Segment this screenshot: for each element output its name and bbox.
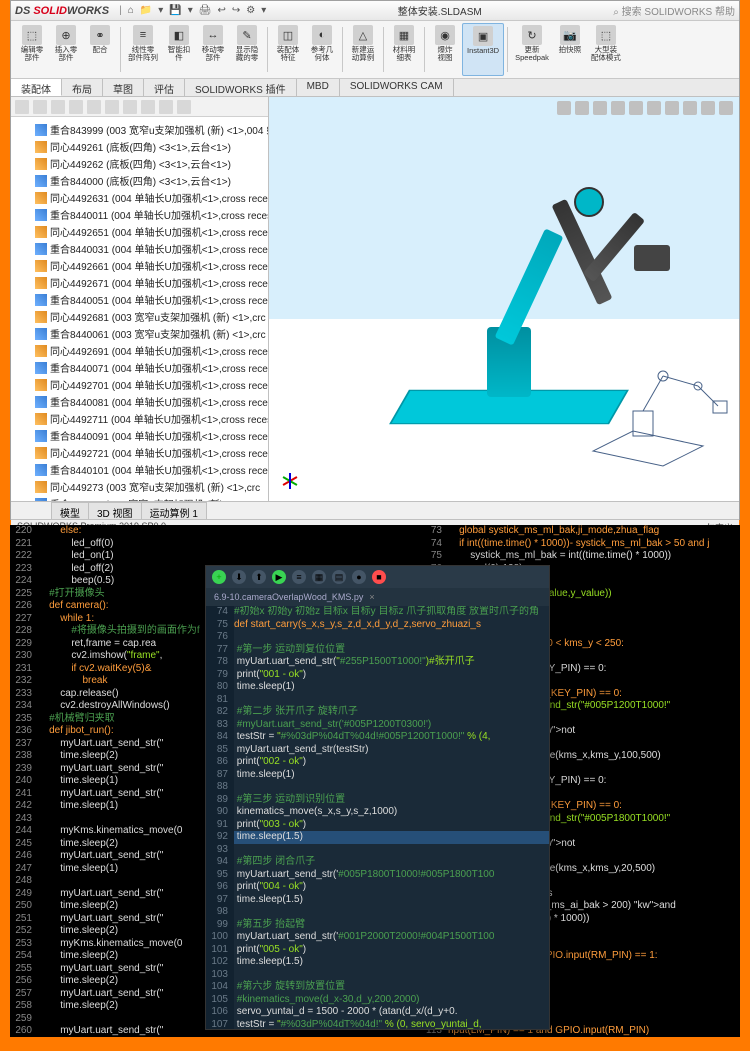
qat-button[interactable]: ▾: [158, 5, 163, 16]
view-tab[interactable]: 模型: [51, 502, 89, 519]
qat-button[interactable]: ⚙: [246, 5, 255, 16]
qat-button[interactable]: ▾: [188, 5, 193, 16]
ribbon-button[interactable]: ↔移动零 部件: [196, 23, 230, 76]
ribbon-button[interactable]: ↻更新 Speedpak: [511, 23, 553, 76]
ribbon-button[interactable]: ◉爆炸 视图: [428, 23, 462, 76]
ribbon-tab[interactable]: SOLIDWORKS CAM: [340, 79, 454, 96]
ribbon: ⬚编辑零 部件⊕插入零 部件⚭配合≡线性零 部件阵列◧智能扣 件↔移动零 部件✎…: [11, 21, 739, 79]
tree-item[interactable]: 同心4492691 (004 单轴长U加强机<1>,cross recess: [13, 342, 266, 359]
tree-item[interactable]: 同心4492651 (004 单轴长U加强机<1>,cross recess: [13, 223, 266, 240]
ribbon-button[interactable]: ◐参考几 何体: [305, 23, 339, 76]
ribbon-button[interactable]: ⚭配合: [83, 23, 117, 76]
tree-item[interactable]: 同心4492661 (004 单轴长U加强机<1>,cross recess: [13, 257, 266, 274]
ribbon-button[interactable]: ◫装配体 特征: [271, 23, 305, 76]
tree-item[interactable]: 重合8440101 (004 单轴长U加强机<1>,cross recess: [13, 461, 266, 478]
tree-item[interactable]: 同心449261 (底板(四角) <3<1>,云台<1>): [13, 138, 266, 155]
ribbon-tabs[interactable]: 装配体布局草图评估SOLIDWORKS 插件MBDSOLIDWORKS CAM: [11, 79, 739, 97]
tree-item[interactable]: 重合8440091 (004 单轴长U加强机<1>,cross recess: [13, 427, 266, 444]
ribbon-tab[interactable]: SOLIDWORKS 插件: [185, 79, 297, 96]
ribbon-tab[interactable]: MBD: [297, 79, 340, 96]
app-logo: DS SOLIDWORKS: [15, 5, 109, 17]
tree-item[interactable]: 同心4492711 (004 单轴长U加强机<1>,cross recess: [13, 410, 266, 427]
viewport[interactable]: [269, 97, 739, 501]
tool2-icon[interactable]: ▤: [332, 570, 346, 584]
tree-item[interactable]: 重合844011 (003 宽窄u支架加强机 (新) <1>,crc: [13, 495, 266, 501]
new-file-icon[interactable]: +: [212, 570, 226, 584]
qat-button[interactable]: ↪: [232, 5, 240, 16]
tree-item[interactable]: 重合8440031 (004 单轴长U加强机<1>,cross recess: [13, 240, 266, 257]
tree-item[interactable]: 重合8440011 (004 单轴长U加强机<1>,cross recess: [13, 206, 266, 223]
ribbon-button[interactable]: ⊕插入零 部件: [49, 23, 83, 76]
feature-tree[interactable]: 重合843999 (003 宽窄u支架加强机 (新) <1>,004 §同心44…: [11, 117, 268, 501]
tree-item[interactable]: 同心4492701 (004 单轴长U加强机<1>,cross recess: [13, 376, 266, 393]
feature-manager-toolbar[interactable]: [11, 97, 268, 117]
viewport-toolbar[interactable]: [557, 101, 733, 115]
tree-item[interactable]: 重合8440081 (004 单轴长U加强机<1>,cross recess: [13, 393, 266, 410]
ribbon-tab[interactable]: 布局: [62, 79, 103, 96]
ribbon-tab[interactable]: 装配体: [11, 79, 62, 96]
ribbon-button[interactable]: 📷拍快照: [553, 23, 587, 76]
qat-button[interactable]: ↩: [217, 5, 225, 16]
ribbon-button[interactable]: ✎显示隐 藏的零: [230, 23, 264, 76]
tree-item[interactable]: 重合8440071 (004 单轴长U加强机<1>,cross recess: [13, 359, 266, 376]
overlay-toolbar[interactable]: + ⬇ ⬆ ▶ ≡ ▦ ▤ ● ■: [206, 566, 549, 588]
document-title: 整体安装.SLDASM: [266, 3, 613, 18]
upload-icon[interactable]: ⬆: [252, 570, 266, 584]
editor-overlay-window[interactable]: + ⬇ ⬆ ▶ ≡ ▦ ▤ ● ■ 6.9-10.cameraOverlapWo…: [205, 565, 550, 1030]
qat-button[interactable]: 💾: [169, 5, 181, 16]
ribbon-tab[interactable]: 草图: [103, 79, 144, 96]
qat-button[interactable]: 🖨: [199, 5, 212, 16]
ribbon-button[interactable]: ⬚大型装 配体模式: [587, 23, 625, 76]
tree-item[interactable]: 同心4492671 (004 单轴长U加强机<1>,cross recess: [13, 274, 266, 291]
tree-item[interactable]: 同心4492631 (004 单轴长U加强机<1>,cross recess: [13, 189, 266, 206]
stop-icon[interactable]: ■: [372, 570, 386, 584]
code-editor-panel: 220 else:221 led_off(0)222 led_on(1)223 …: [10, 525, 740, 1037]
tree-item[interactable]: 同心449262 (底板(四角) <3<1>,云台<1>): [13, 155, 266, 172]
qat-button[interactable]: ⌂: [128, 5, 134, 16]
ribbon-button[interactable]: ⬚编辑零 部件: [15, 23, 49, 76]
code-left: 220 else:221 led_off(0)222 led_on(1)223 …: [10, 525, 210, 1037]
ribbon-button[interactable]: ▦材料明 细表: [387, 23, 421, 76]
qat-button[interactable]: 📁: [140, 5, 152, 16]
help-search[interactable]: ⌕ 搜索 SOLIDWORKS 帮助: [613, 3, 735, 18]
feature-manager-panel: 重合843999 (003 宽窄u支架加强机 (新) <1>,004 §同心44…: [11, 97, 269, 501]
overlay-code[interactable]: 74#初始x 初始y 初始z 目标x 目标y 目标z 爪子抓取角度 放置时爪子的…: [206, 606, 549, 1029]
tree-item[interactable]: 重合8440051 (004 单轴长U加强机<1>,cross recess: [13, 291, 266, 308]
file-tab[interactable]: 6.9-10.cameraOverlapWood_KMS.py×: [206, 588, 549, 606]
title-bar: DS SOLIDWORKS | ⌂📁▾💾▾🖨↩↪⚙▾ 整体安装.SLDASM ⌕…: [11, 1, 739, 21]
ribbon-button[interactable]: ≡线性零 部件阵列: [124, 23, 162, 76]
tree-item[interactable]: 同心4492681 (003 宽窄u支架加强机 (新) <1>,crc: [13, 308, 266, 325]
tool-icon[interactable]: ▦: [312, 570, 326, 584]
run-icon[interactable]: ▶: [272, 570, 286, 584]
view-tabs[interactable]: 模型3D 视图运动算例 1: [11, 501, 739, 519]
save-icon[interactable]: ⬇: [232, 570, 246, 584]
axis-triad-icon: [277, 459, 307, 489]
tree-item[interactable]: 同心4492721 (004 单轴长U加强机<1>,cross recess: [13, 444, 266, 461]
record-icon[interactable]: ●: [352, 570, 366, 584]
close-icon[interactable]: ×: [369, 592, 374, 602]
tree-item[interactable]: 同心449273 (003 宽窄u支架加强机 (新) <1>,crc: [13, 478, 266, 495]
quick-access-toolbar[interactable]: ⌂📁▾💾▾🖨↩↪⚙▾: [128, 5, 267, 16]
step-icon[interactable]: ≡: [292, 570, 306, 584]
tree-item[interactable]: 重合843999 (003 宽窄u支架加强机 (新) <1>,004 §: [13, 121, 266, 138]
view-tab[interactable]: 运动算例 1: [141, 502, 207, 519]
ribbon-tab[interactable]: 评估: [144, 79, 185, 96]
ribbon-button[interactable]: △新建运 动算例: [346, 23, 380, 76]
ribbon-button[interactable]: ◧智能扣 件: [162, 23, 196, 76]
tree-item[interactable]: 重合8440061 (003 宽窄u支架加强机 (新) <1>,crc: [13, 325, 266, 342]
wireframe-preview: [573, 351, 733, 471]
tree-item[interactable]: 重合844000 (底板(四角) <3<1>,云台<1>): [13, 172, 266, 189]
ribbon-button[interactable]: ▣Instant3D: [462, 23, 504, 76]
view-tab[interactable]: 3D 视图: [88, 502, 142, 519]
solidworks-window: DS SOLIDWORKS | ⌂📁▾💾▾🖨↩↪⚙▾ 整体安装.SLDASM ⌕…: [10, 0, 740, 520]
